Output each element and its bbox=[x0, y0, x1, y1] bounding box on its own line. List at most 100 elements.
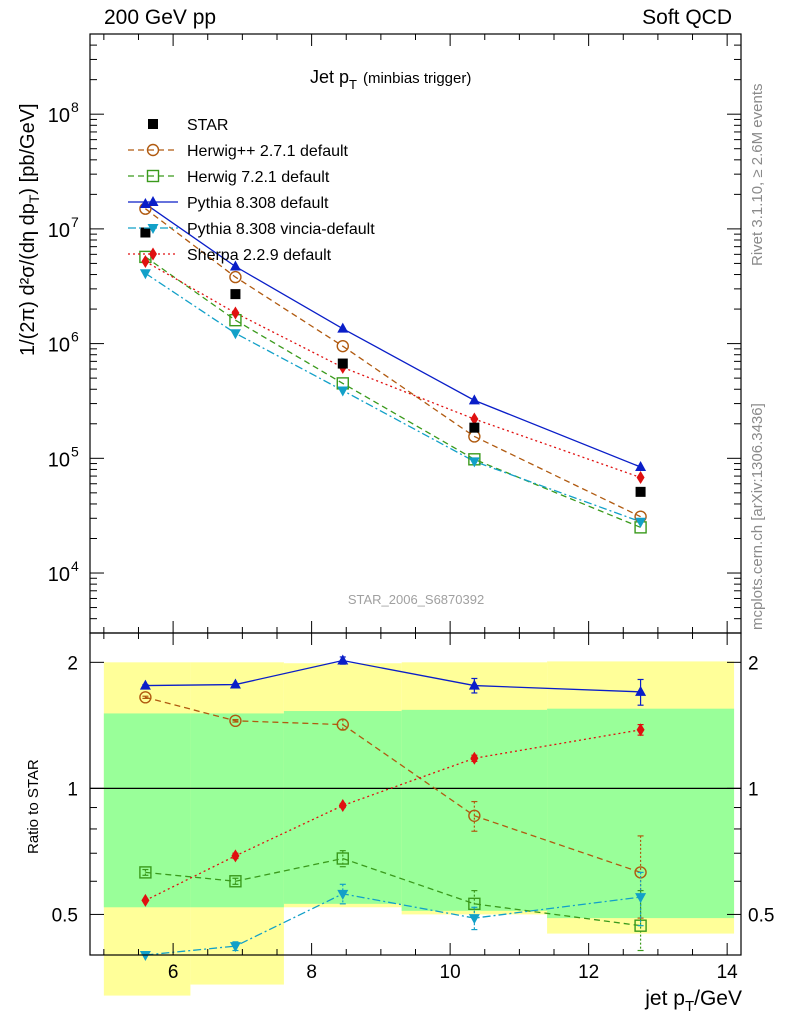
data-point-sherpa-2-2-9-default bbox=[470, 412, 479, 426]
ratio-point-pythia-8-308-vincia-default bbox=[337, 889, 349, 900]
ratio-point-pythia-8-308-vincia-default bbox=[139, 951, 151, 961]
x-tick-label: 14 bbox=[717, 962, 739, 983]
header-left-label: 200 GeV pp bbox=[104, 6, 217, 29]
data-point-star bbox=[635, 486, 646, 497]
legend: STAR Herwig++ 2.7.1 default Herwig 7.2.1 d… bbox=[128, 117, 375, 264]
ratio-point-sherpa-2-2-9-default bbox=[636, 723, 645, 737]
legend-marker bbox=[149, 247, 157, 261]
ratio-axis-label: Ratio to STAR bbox=[25, 759, 42, 854]
data-point-pythia-8-308-vincia-default bbox=[635, 517, 647, 528]
ratio-point-herwig-2-7-1-default bbox=[139, 691, 152, 704]
ratio-tick-label-left: 0.5 bbox=[52, 905, 78, 926]
y-tick-label: 10 bbox=[48, 220, 70, 242]
ratio-tick-label-right: 2 bbox=[748, 653, 759, 674]
ratio-point-herwig-2-7-1-default bbox=[229, 714, 242, 728]
x-tick-label: 8 bbox=[306, 962, 317, 983]
data-point-herwig-2-7-1-default bbox=[229, 270, 242, 284]
ratio-tick-label-right: 1 bbox=[748, 779, 759, 800]
data-point-pythia-8-308-vincia-default bbox=[468, 457, 480, 468]
ratio-point-herwig-2-7-1-default bbox=[468, 809, 481, 823]
ratio-band-green bbox=[547, 708, 735, 919]
ratio-point-sherpa-2-2-9-default bbox=[141, 893, 150, 907]
legend-label: Herwig++ 2.7.1 default bbox=[187, 143, 349, 160]
ratio-point-pythia-8-308-vincia-default bbox=[468, 914, 480, 925]
ratio-point-herwig-7-2-1-default bbox=[139, 866, 152, 879]
ratio-line-herwig-7-2-1-default bbox=[145, 857, 641, 927]
legend-marker bbox=[148, 119, 158, 129]
series-line-herwig-2-7-1-default bbox=[145, 208, 641, 518]
ratio-point-pythia-8-308-default bbox=[635, 685, 647, 696]
ratio-point-herwig-7-2-1-default bbox=[229, 875, 242, 888]
legend-marker bbox=[146, 169, 160, 183]
y-tick-label-exponent: 7 bbox=[71, 214, 79, 230]
ratio-point-sherpa-2-2-9-default bbox=[231, 849, 240, 863]
x-tick-label: 10 bbox=[440, 962, 461, 983]
data-point-sherpa-2-2-9-default bbox=[231, 306, 240, 320]
series-markers bbox=[139, 197, 647, 961]
data-point-pythia-8-308-default bbox=[468, 394, 480, 405]
legend-label: Herwig 7.2.1 default bbox=[187, 169, 330, 186]
ratio-point-sherpa-2-2-9-default bbox=[338, 799, 347, 813]
axes-frame bbox=[89, 33, 742, 956]
data-point-star bbox=[230, 289, 241, 300]
data-point-pythia-8-308-default bbox=[337, 322, 349, 333]
y-tick-label: 10 bbox=[48, 335, 70, 357]
data-point-pythia-8-308-vincia-default bbox=[229, 329, 241, 340]
ratio-tick-label-left: 1 bbox=[67, 779, 78, 800]
series-line-pythia-8-308-default bbox=[145, 203, 641, 468]
side-label-mcplots: mcplots.cern.ch [arXiv:1306.3436] bbox=[749, 403, 766, 630]
y-tick-label-exponent: 5 bbox=[71, 443, 79, 459]
data-point-star bbox=[140, 227, 151, 238]
ratio-tick-label-left: 2 bbox=[67, 653, 78, 674]
legend-label: Pythia 8.308 default bbox=[187, 195, 329, 212]
ratio-point-pythia-8-308-default bbox=[337, 654, 349, 665]
series-line-pythia-8-308-vincia-default bbox=[145, 272, 641, 523]
ratio-point-herwig-7-2-1-default bbox=[468, 897, 481, 911]
ratio-line-sherpa-2-2-9-default bbox=[145, 729, 641, 902]
data-point-star bbox=[469, 422, 480, 433]
ratio-point-herwig-2-7-1-default bbox=[336, 718, 349, 731]
ratio-point-pythia-8-308-vincia-default bbox=[229, 942, 241, 953]
legend-marker bbox=[147, 196, 159, 206]
legend-marker bbox=[147, 224, 159, 234]
series-line-herwig-7-2-1-default bbox=[145, 256, 641, 528]
data-point-pythia-8-308-default bbox=[635, 460, 647, 471]
legend-label: STAR bbox=[187, 117, 228, 134]
y-tick-label-exponent: 6 bbox=[71, 329, 79, 345]
ratio-point-herwig-7-2-1-default bbox=[336, 852, 349, 865]
legend-label: Pythia 8.308 vincia-default bbox=[187, 221, 375, 238]
data-point-herwig-2-7-1-default bbox=[336, 339, 349, 353]
ratio-point-sherpa-2-2-9-default bbox=[470, 751, 479, 765]
series-line-sherpa-2-2-9-default bbox=[145, 260, 641, 479]
analysis-label: STAR_2006_S6870392 bbox=[348, 592, 484, 607]
y-axis-label: 1/(2π) d²σ/(dη dpT) [pb/GeV] bbox=[17, 103, 42, 356]
side-label-rivet: Rivet 3.1.10, ≥ 2.6M events bbox=[749, 84, 766, 267]
data-point-sherpa-2-2-9-default bbox=[141, 254, 150, 268]
data-point-sherpa-2-2-9-default bbox=[636, 471, 645, 485]
data-point-pythia-8-308-default bbox=[229, 260, 241, 271]
data-point-pythia-8-308-vincia-default bbox=[337, 386, 349, 397]
y-tick-label-exponent: 8 bbox=[71, 99, 79, 115]
legend-marker bbox=[146, 143, 160, 157]
data-point-star bbox=[337, 358, 348, 369]
ratio-point-pythia-8-308-vincia-default bbox=[635, 893, 647, 904]
y-tick-label: 10 bbox=[48, 564, 70, 586]
y-tick-label: 10 bbox=[48, 105, 70, 127]
ratio-point-pythia-8-308-default bbox=[139, 679, 151, 690]
y-tick-label-exponent: 4 bbox=[71, 558, 79, 574]
x-tick-label: 6 bbox=[168, 962, 179, 983]
header-right-label: Soft QCD bbox=[642, 6, 732, 29]
chart-title: Jet pT (minbias trigger) bbox=[310, 67, 471, 92]
ratio-band-green bbox=[190, 713, 284, 908]
x-tick-label: 12 bbox=[578, 962, 599, 983]
legend-label: Sherpa 2.2.9 default bbox=[187, 247, 332, 264]
ratio-point-pythia-8-308-default bbox=[229, 678, 241, 689]
data-point-pythia-8-308-vincia-default bbox=[139, 269, 151, 280]
ratio-point-pythia-8-308-default bbox=[468, 679, 480, 690]
x-axis-label: jet pT/GeV bbox=[644, 987, 742, 1015]
y-tick-label: 10 bbox=[48, 449, 70, 471]
ratio-tick-label-right: 0.5 bbox=[748, 905, 774, 926]
ratio-point-herwig-7-2-1-default bbox=[634, 919, 647, 932]
